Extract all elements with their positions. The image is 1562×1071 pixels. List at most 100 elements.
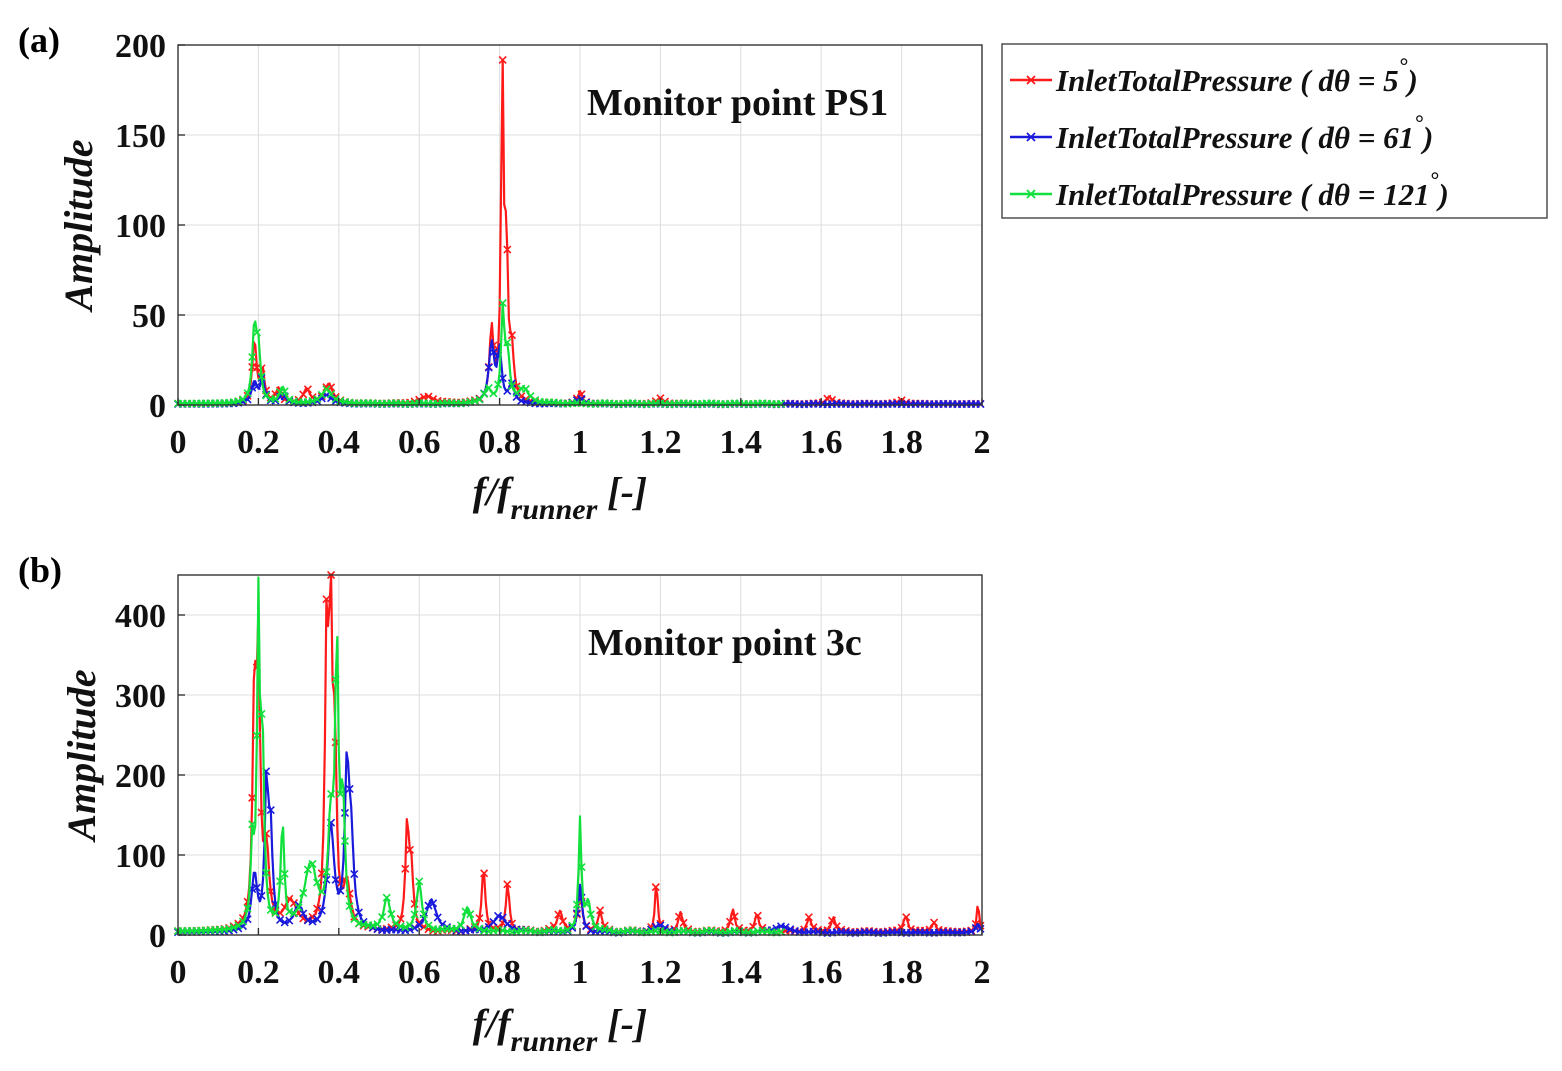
data-point-marker bbox=[456, 921, 466, 930]
monitor-point-annotation: Monitor point 3c bbox=[588, 622, 862, 664]
data-point-marker bbox=[280, 918, 289, 927]
data-point-marker bbox=[605, 926, 614, 935]
data-point-marker bbox=[238, 917, 248, 926]
data-point-marker bbox=[257, 372, 266, 381]
data-point-marker bbox=[461, 907, 470, 916]
data-point-marker bbox=[271, 394, 280, 404]
data-point-marker bbox=[976, 400, 985, 409]
data-point-marker bbox=[902, 913, 911, 922]
data-point-marker bbox=[498, 298, 507, 308]
data-point-marker bbox=[489, 389, 498, 398]
x-tick-label: 0.6 bbox=[398, 954, 441, 991]
data-point-marker bbox=[382, 893, 391, 902]
y-tick-label: 100 bbox=[115, 208, 166, 245]
data-point-marker bbox=[317, 869, 326, 878]
x-tick-label: 1.4 bbox=[720, 954, 763, 991]
data-point-marker bbox=[498, 374, 507, 383]
data-point-marker bbox=[378, 913, 387, 922]
data-point-marker bbox=[674, 912, 684, 921]
data-point-marker bbox=[401, 864, 410, 873]
data-point-marker bbox=[299, 888, 308, 898]
data-point-marker bbox=[531, 395, 540, 405]
data-point-marker bbox=[489, 917, 498, 926]
data-point-marker bbox=[503, 338, 512, 347]
data-point-marker bbox=[433, 913, 442, 922]
data-point-marker bbox=[475, 914, 484, 923]
x-tick-label: 1.8 bbox=[880, 954, 923, 991]
legend-label-suffix: ) bbox=[1404, 63, 1417, 98]
data-point-marker bbox=[285, 916, 294, 925]
monitor-point-annotation: Monitor point PS1 bbox=[587, 82, 888, 124]
x-tick-label: 1 bbox=[572, 954, 589, 991]
data-point-marker bbox=[730, 912, 739, 921]
data-point-marker bbox=[308, 859, 317, 869]
data-point-marker bbox=[252, 382, 261, 391]
x-tick-label: 1.6 bbox=[800, 954, 843, 991]
y-tick-label: 400 bbox=[115, 598, 166, 635]
data-point-marker bbox=[354, 919, 363, 928]
y-tick-label: 100 bbox=[115, 838, 166, 875]
data-point-marker bbox=[558, 917, 568, 926]
data-point-marker bbox=[577, 863, 586, 872]
data-point-marker bbox=[340, 837, 350, 846]
x-axis-label-suffix: [-] bbox=[597, 469, 647, 514]
data-point-marker bbox=[234, 397, 243, 406]
data-point-marker bbox=[405, 845, 414, 854]
data-point-marker bbox=[308, 917, 317, 926]
data-point-marker bbox=[582, 899, 591, 908]
data-point-marker bbox=[498, 55, 507, 65]
data-point-marker bbox=[331, 875, 340, 884]
data-point-marker bbox=[540, 927, 549, 936]
x-tick-label: 1 bbox=[572, 424, 589, 461]
data-point-marker bbox=[345, 784, 354, 794]
data-point-marker bbox=[317, 887, 326, 896]
data-point-marker bbox=[294, 903, 303, 912]
data-point-marker bbox=[336, 789, 345, 799]
data-point-marker bbox=[248, 793, 257, 802]
legend-label-degree: ° bbox=[1399, 53, 1408, 78]
x-tick-label: 0.4 bbox=[318, 424, 361, 461]
data-point-marker bbox=[503, 880, 512, 889]
data-point-marker bbox=[753, 911, 762, 920]
data-point-marker bbox=[419, 910, 428, 919]
data-point-marker bbox=[354, 908, 363, 917]
data-point-marker bbox=[252, 883, 261, 892]
data-point-marker bbox=[424, 921, 433, 930]
legend: InletTotalPressure ( dθ = 5°)InletTotalP… bbox=[1001, 43, 1548, 219]
panel-label: (a) bbox=[18, 20, 60, 60]
data-point-marker bbox=[224, 924, 234, 933]
y-tick-label: 200 bbox=[115, 758, 166, 795]
data-point-marker bbox=[313, 915, 322, 924]
series-markers-2 bbox=[173, 298, 786, 409]
data-point-marker bbox=[373, 920, 382, 929]
data-point-marker bbox=[790, 926, 799, 935]
legend-label: InletTotalPressure ( dθ = 61°) bbox=[1055, 110, 1433, 155]
data-point-marker bbox=[248, 820, 257, 829]
data-point-marker bbox=[262, 868, 271, 878]
data-point-marker bbox=[257, 891, 266, 900]
x-tick-label: 1.2 bbox=[639, 954, 682, 991]
legend-marker bbox=[1026, 189, 1036, 199]
data-point-marker bbox=[493, 911, 503, 921]
data-point-marker bbox=[405, 921, 414, 930]
data-point-marker bbox=[804, 913, 813, 922]
data-point-marker bbox=[345, 902, 354, 911]
data-point-marker bbox=[275, 877, 285, 886]
data-point-marker bbox=[776, 399, 786, 408]
x-tick-label: 0.8 bbox=[478, 954, 521, 991]
data-point-marker bbox=[266, 806, 275, 815]
legend-label-main: InletTotalPressure ( dθ = 61 bbox=[1055, 120, 1414, 155]
data-point-marker bbox=[280, 869, 289, 878]
x-tick-label: 0.2 bbox=[237, 954, 280, 991]
chart-panel-b: 0 0.2 0.4 0.6 0.8 1 1.2 1.4 1.6 1.8 2 0 100 200 300 400… bbox=[18, 550, 991, 1058]
data-point-marker bbox=[651, 883, 660, 892]
y-tick-label: 50 bbox=[132, 298, 166, 335]
data-point-marker bbox=[350, 870, 359, 879]
x-tick-label: 0.2 bbox=[237, 424, 280, 461]
x-axis-label: f/frunner [-] bbox=[473, 469, 647, 526]
data-point-marker bbox=[484, 363, 493, 372]
data-point-marker bbox=[489, 348, 498, 357]
x-tick-label: 2 bbox=[974, 954, 991, 991]
data-point-marker bbox=[930, 918, 939, 927]
